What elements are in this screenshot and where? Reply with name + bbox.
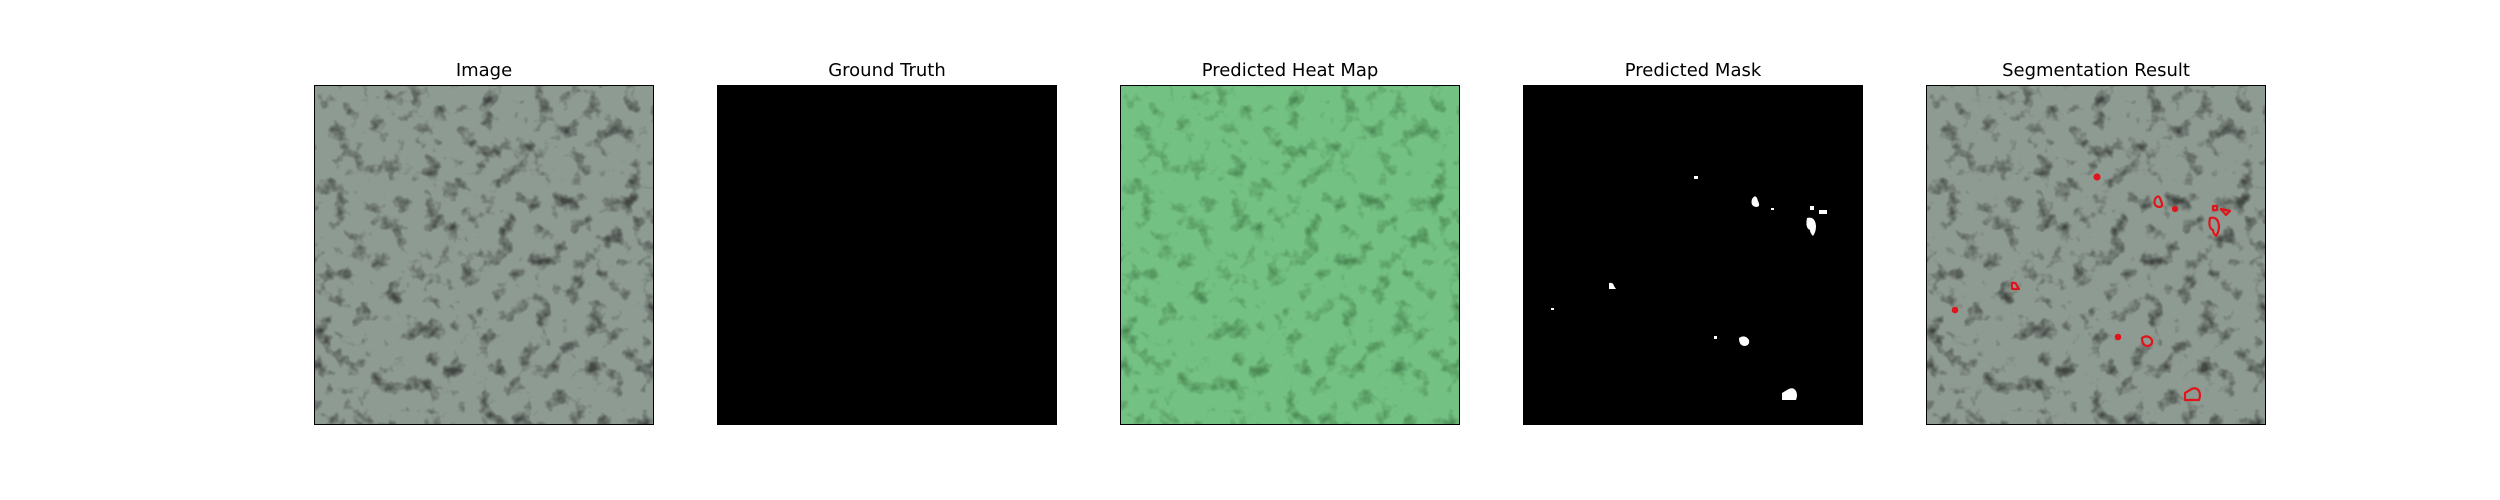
panel-title-image: Image [455,60,513,81]
panel-title-ground-truth: Ground Truth [828,60,946,81]
mask-blob [1694,176,1698,179]
contour-marker [2171,205,2179,213]
mask-blob [1771,208,1774,210]
mask-blob [1551,308,1554,310]
mask-blob [1819,210,1827,214]
mask-blob [1782,388,1797,400]
contour-outline [2183,387,2202,402]
texture-spots [315,86,653,424]
texture-image [314,85,654,425]
contour-outline [2140,335,2154,348]
predicted-mask-svg [1551,176,1827,400]
panel-title-segmentation: Segmentation Result [2002,60,2190,81]
segmentation-image-svg [1927,86,2265,424]
texture-image-svg [315,86,653,424]
mask-blob [1739,336,1750,346]
segmentation-image [1926,85,2266,425]
heatmap-image [1120,85,1460,425]
panel-title-heatmap: Predicted Heat Map [1201,60,1379,81]
contour-outline [2010,281,2021,291]
mask-blob [1714,336,1717,339]
mask-blob [1751,196,1760,207]
contour-marker [1951,306,1959,314]
contour-outline [2208,216,2221,238]
segmentation-texture [1927,86,2265,424]
heatmap-spots [1121,86,1459,424]
panel-title-mask: Predicted Mask [1624,60,1762,81]
mask-blob [1806,217,1816,236]
mask-blob [1609,282,1616,289]
contour-outline [2153,195,2164,209]
contour-marker [2114,333,2122,341]
ground-truth-mask [717,85,1057,425]
contour-outline [2219,207,2232,217]
contour-marker [2093,173,2101,181]
predicted-mask [1523,85,1863,425]
mask-blob [1810,206,1814,210]
contour-outline [2211,204,2219,212]
heatmap-image-svg [1121,86,1459,424]
